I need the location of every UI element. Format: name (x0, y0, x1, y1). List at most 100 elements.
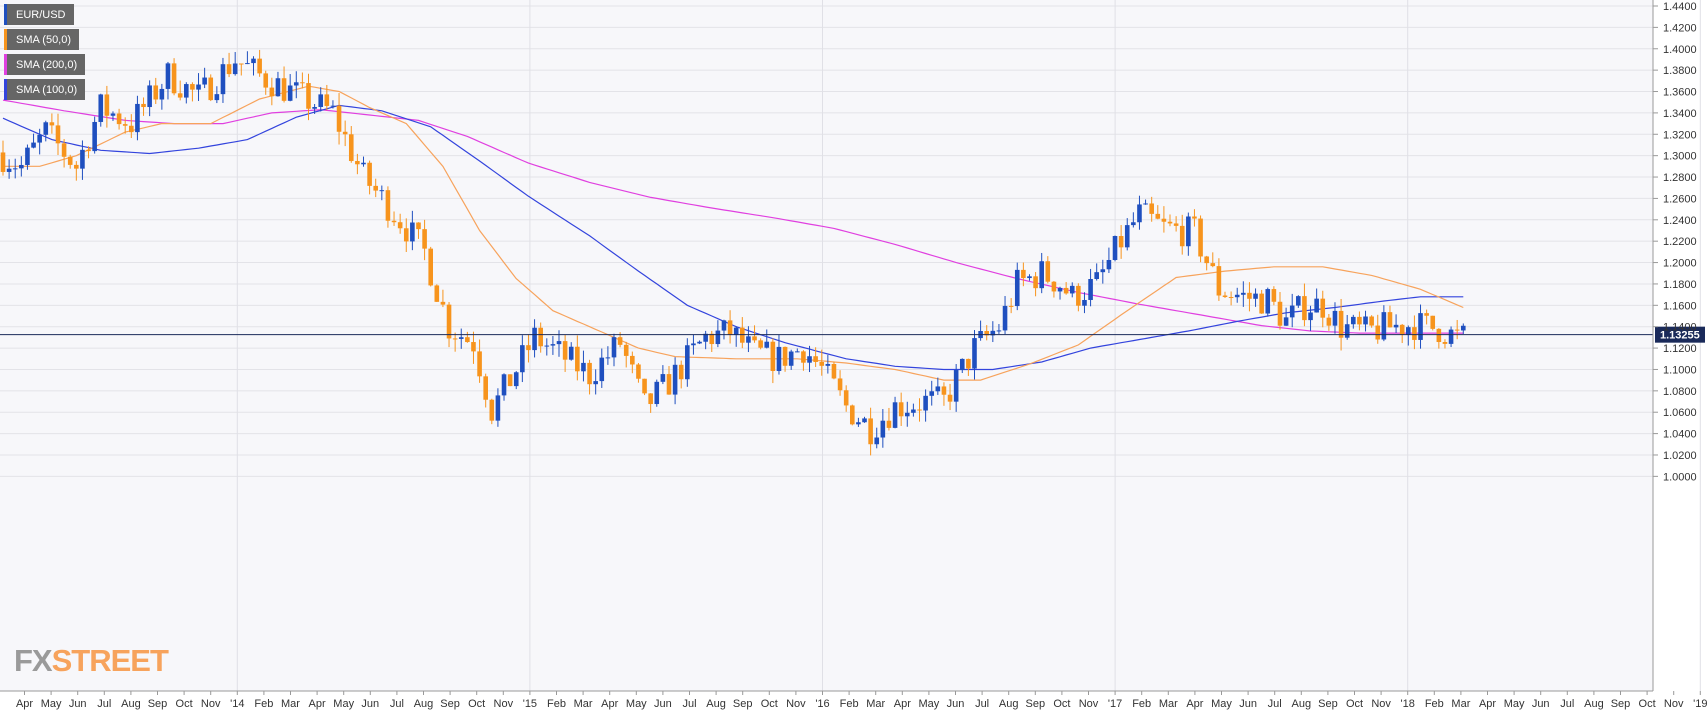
candle-body (489, 399, 495, 421)
candle-body (171, 63, 177, 94)
legend-item[interactable]: SMA (200,0) (4, 54, 86, 75)
candle (1106, 247, 1112, 274)
candle-body (1124, 225, 1130, 248)
candle-body (1014, 269, 1020, 307)
candle (208, 74, 214, 102)
candle-body (575, 346, 580, 372)
candle-body (1424, 313, 1429, 316)
candle (440, 289, 446, 308)
candle (86, 146, 91, 159)
candle (843, 385, 849, 412)
candle-body (898, 402, 904, 417)
candle-body (868, 418, 873, 445)
candle (1259, 289, 1264, 314)
candle (1369, 315, 1374, 328)
candle-body (483, 376, 488, 400)
candle (685, 338, 690, 387)
candle (856, 417, 861, 427)
candle (886, 407, 892, 431)
candle (733, 326, 739, 347)
x-tick-label: Nov (1371, 698, 1391, 710)
candle (1247, 282, 1252, 312)
x-tick-label: Apr (1186, 698, 1203, 710)
legend-item[interactable]: SMA (50,0) (4, 29, 80, 50)
candle (996, 324, 1002, 334)
candle-body (1375, 325, 1381, 340)
candle-body (1302, 296, 1307, 321)
candle-body (1204, 256, 1209, 264)
candle (1088, 268, 1093, 307)
candle-body (1106, 259, 1112, 270)
candle (575, 335, 580, 381)
sma-100-line (2, 104, 1464, 371)
y-tick-label: 1.1600 (1663, 300, 1697, 312)
candle-body (196, 84, 201, 90)
candle-body (538, 327, 543, 347)
y-axis: 1.0000 1.0200 1.0400 1.0600 1.0800 1.1000 1.12… (1652, 0, 1697, 691)
candle-body (678, 364, 684, 380)
candle (550, 336, 556, 355)
x-tick-label: '18 (1401, 698, 1415, 710)
candle-body (122, 124, 128, 126)
candle-body (367, 162, 372, 186)
x-tick-label: Nov (1079, 698, 1099, 710)
candle-body (25, 147, 30, 165)
candle (1265, 287, 1271, 317)
candle-body (568, 346, 574, 360)
candle-body (153, 85, 159, 100)
x-tick-label: Mar (866, 698, 885, 710)
candle (232, 52, 238, 76)
candle (526, 334, 531, 363)
candle (410, 210, 415, 251)
y-tick-label: 1.2600 (1663, 193, 1697, 205)
candle-body (1332, 310, 1338, 326)
candle (642, 378, 647, 396)
candle-body (1344, 324, 1350, 338)
candle-body (300, 82, 305, 84)
candle-body (330, 105, 336, 107)
candle (1131, 212, 1136, 228)
candle (727, 310, 733, 344)
candle (507, 374, 513, 387)
candle-body (342, 131, 348, 135)
candle (776, 334, 782, 375)
candle (373, 178, 379, 198)
legend-item[interactable]: SMA (100,0) (4, 79, 86, 100)
x-tick-label: Aug (1292, 698, 1312, 710)
candle (1363, 310, 1368, 332)
candle (972, 330, 977, 380)
x-tick-label: Jul (1560, 698, 1574, 710)
candle-body (92, 121, 97, 152)
candle (904, 401, 910, 427)
x-tick-label: Sep (1611, 698, 1631, 710)
candle (104, 85, 110, 128)
candle-body (116, 113, 122, 125)
x-tick-label: Feb (1425, 698, 1444, 710)
candle (1460, 323, 1466, 335)
candle-body (1069, 285, 1075, 294)
candle-body (611, 337, 617, 358)
candle (1112, 235, 1118, 262)
candle-body (318, 94, 324, 107)
candle-body (238, 63, 244, 65)
candle-body (849, 405, 855, 425)
candle (1149, 196, 1154, 222)
candle (666, 366, 672, 395)
candle (1027, 274, 1032, 281)
candle-body (86, 149, 91, 152)
x-tick-label: Nov (201, 698, 221, 710)
x-tick-label: May (1504, 698, 1525, 710)
candle-body (507, 374, 513, 387)
legend-item[interactable]: EUR/USD (4, 4, 74, 25)
legend-swatch (4, 79, 7, 100)
x-tick-label: Nov (1664, 698, 1684, 710)
candle-body (452, 338, 458, 340)
candle (275, 71, 281, 97)
candle (336, 93, 342, 145)
candle (1430, 315, 1436, 331)
x-tick-label: Apr (16, 698, 33, 710)
candle (544, 338, 550, 356)
x-tick-label: Mar (281, 698, 300, 710)
candle-body (147, 85, 152, 108)
candle (458, 328, 464, 349)
